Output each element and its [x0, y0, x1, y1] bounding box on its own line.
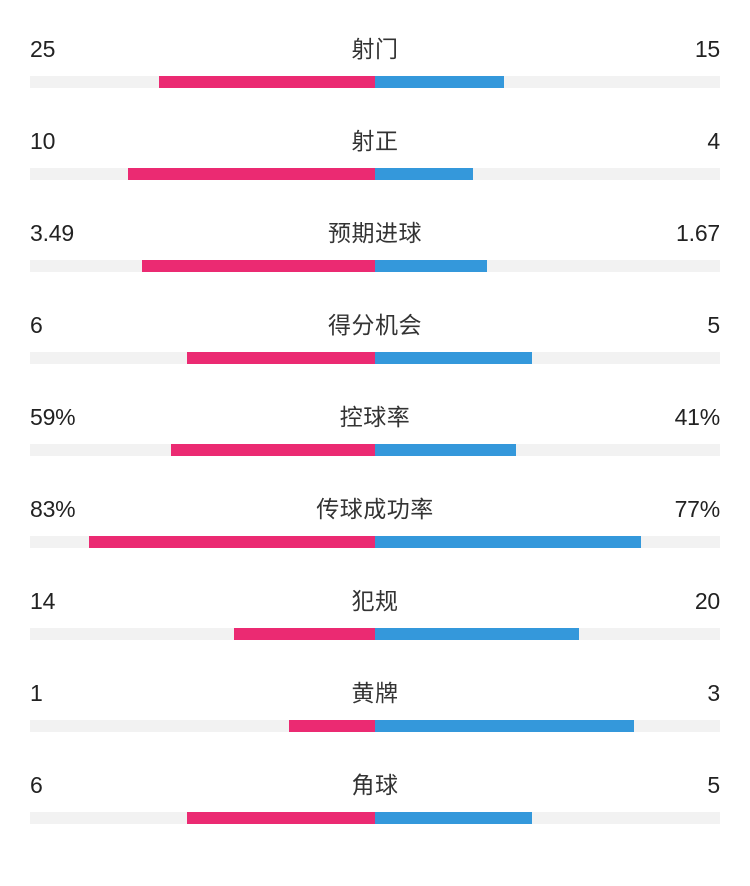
bar-fill-left — [187, 352, 375, 364]
stat-value-right: 5 — [640, 312, 720, 339]
stat-bars — [30, 260, 720, 272]
bar-fill-left — [89, 536, 375, 548]
stat-value-right: 15 — [640, 36, 720, 63]
stat-header: 6 角球 5 — [30, 766, 720, 800]
stat-value-left: 59% — [30, 404, 110, 431]
stat-label: 犯规 — [110, 582, 640, 616]
bar-track-right — [375, 76, 720, 88]
stat-value-left: 1 — [30, 680, 110, 707]
bar-track-left — [30, 628, 375, 640]
bar-track-right — [375, 352, 720, 364]
bar-track-right — [375, 812, 720, 824]
stat-value-left: 83% — [30, 496, 110, 523]
bar-fill-left — [289, 720, 375, 732]
bar-fill-left — [159, 76, 375, 88]
stat-row: 14 犯规 20 — [30, 582, 720, 640]
stat-header: 1 黄牌 3 — [30, 674, 720, 708]
bar-fill-left — [234, 628, 375, 640]
stat-header: 14 犯规 20 — [30, 582, 720, 616]
bar-track-right — [375, 444, 720, 456]
bar-fill-right — [375, 536, 641, 548]
stat-bars — [30, 444, 720, 456]
bar-fill-right — [375, 168, 473, 180]
stat-header: 83% 传球成功率 77% — [30, 490, 720, 524]
stat-bars — [30, 628, 720, 640]
stat-row: 6 角球 5 — [30, 766, 720, 824]
stat-row: 59% 控球率 41% — [30, 398, 720, 456]
stat-label: 传球成功率 — [110, 490, 640, 524]
bar-track-right — [375, 168, 720, 180]
stat-value-left: 14 — [30, 588, 110, 615]
stat-label: 角球 — [110, 766, 640, 800]
bar-fill-left — [187, 812, 375, 824]
bar-track-left — [30, 812, 375, 824]
stat-label: 黄牌 — [110, 674, 640, 708]
stat-value-right: 1.67 — [640, 220, 720, 247]
stat-value-left: 6 — [30, 772, 110, 799]
bar-track-left — [30, 536, 375, 548]
match-stats-container: 25 射门 15 10 射正 4 3.49 — [30, 30, 720, 824]
stat-value-left: 6 — [30, 312, 110, 339]
stat-label: 射门 — [110, 30, 640, 64]
bar-track-right — [375, 536, 720, 548]
stat-value-right: 5 — [640, 772, 720, 799]
stat-row: 83% 传球成功率 77% — [30, 490, 720, 548]
bar-fill-left — [128, 168, 375, 180]
stat-value-left: 3.49 — [30, 220, 110, 247]
stat-header: 10 射正 4 — [30, 122, 720, 156]
bar-track-left — [30, 168, 375, 180]
stat-header: 25 射门 15 — [30, 30, 720, 64]
bar-track-left — [30, 76, 375, 88]
stat-row: 3.49 预期进球 1.67 — [30, 214, 720, 272]
stat-value-left: 25 — [30, 36, 110, 63]
stat-header: 3.49 预期进球 1.67 — [30, 214, 720, 248]
bar-track-right — [375, 628, 720, 640]
stat-header: 6 得分机会 5 — [30, 306, 720, 340]
bar-fill-right — [375, 812, 532, 824]
stat-value-right: 20 — [640, 588, 720, 615]
stat-value-right: 4 — [640, 128, 720, 155]
stat-bars — [30, 168, 720, 180]
bar-fill-right — [375, 352, 532, 364]
stat-bars — [30, 76, 720, 88]
bar-track-left — [30, 352, 375, 364]
stat-label: 预期进球 — [110, 214, 640, 248]
bar-fill-right — [375, 720, 634, 732]
stat-value-left: 10 — [30, 128, 110, 155]
stat-row: 10 射正 4 — [30, 122, 720, 180]
stat-bars — [30, 536, 720, 548]
stat-bars — [30, 352, 720, 364]
stat-bars — [30, 812, 720, 824]
stat-row: 1 黄牌 3 — [30, 674, 720, 732]
bar-track-right — [375, 720, 720, 732]
stat-label: 得分机会 — [110, 306, 640, 340]
bar-track-left — [30, 444, 375, 456]
stat-label: 射正 — [110, 122, 640, 156]
stat-label: 控球率 — [110, 398, 640, 432]
stat-value-right: 77% — [640, 496, 720, 523]
bar-fill-left — [171, 444, 375, 456]
stat-value-right: 3 — [640, 680, 720, 707]
stat-bars — [30, 720, 720, 732]
stat-header: 59% 控球率 41% — [30, 398, 720, 432]
bar-fill-right — [375, 444, 516, 456]
bar-fill-right — [375, 260, 487, 272]
stat-value-right: 41% — [640, 404, 720, 431]
bar-fill-left — [142, 260, 375, 272]
stat-row: 6 得分机会 5 — [30, 306, 720, 364]
bar-track-right — [375, 260, 720, 272]
bar-track-left — [30, 720, 375, 732]
stat-row: 25 射门 15 — [30, 30, 720, 88]
bar-track-left — [30, 260, 375, 272]
bar-fill-right — [375, 76, 504, 88]
bar-fill-right — [375, 628, 579, 640]
